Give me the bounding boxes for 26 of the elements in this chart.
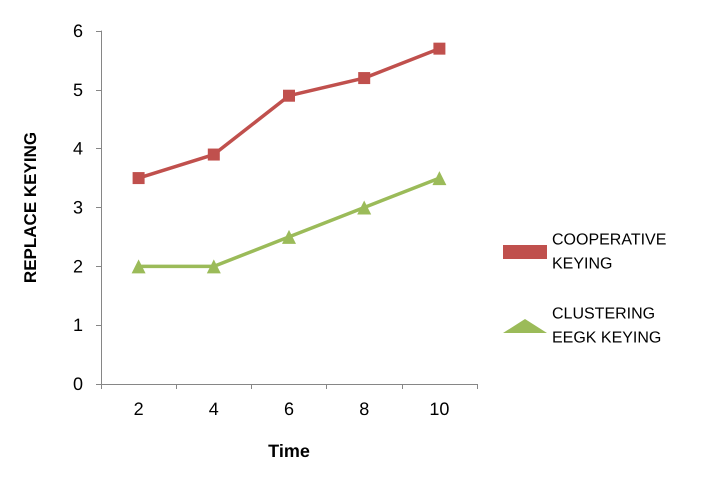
x-tick-label: 8 bbox=[359, 399, 370, 419]
point bbox=[132, 172, 145, 184]
x-tick-label: 2 bbox=[134, 399, 144, 419]
x-axis-title: Time bbox=[268, 441, 310, 461]
y-tick-label: 1 bbox=[72, 315, 83, 336]
y-tick-label: 2 bbox=[72, 256, 83, 276]
x-tick-label: 6 bbox=[284, 399, 294, 419]
x-tick-label: 10 bbox=[429, 399, 450, 419]
y-tick-label: 4 bbox=[72, 138, 83, 159]
y-tick-label: 0 bbox=[72, 374, 83, 394]
y-tick-label: 3 bbox=[72, 198, 83, 218]
point bbox=[433, 42, 446, 55]
point bbox=[132, 259, 146, 274]
legend-label: CLUSTERING EEGK KEYING bbox=[552, 306, 662, 346]
point bbox=[358, 72, 370, 84]
x-tick-label: 4 bbox=[208, 399, 219, 419]
y-tick-label: 5 bbox=[72, 80, 83, 100]
legend-label: COOPERATIVE KEYING bbox=[552, 232, 671, 272]
point bbox=[357, 200, 372, 214]
point bbox=[283, 90, 295, 102]
point bbox=[208, 148, 220, 161]
point bbox=[282, 230, 296, 244]
point bbox=[206, 259, 221, 274]
y-axis-title: REPLACE KEYING bbox=[21, 132, 40, 284]
point bbox=[432, 171, 446, 186]
y-tick-label: 6 bbox=[72, 21, 83, 41]
